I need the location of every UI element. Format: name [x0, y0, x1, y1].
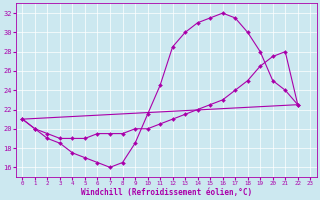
X-axis label: Windchill (Refroidissement éolien,°C): Windchill (Refroidissement éolien,°C)	[81, 188, 252, 197]
